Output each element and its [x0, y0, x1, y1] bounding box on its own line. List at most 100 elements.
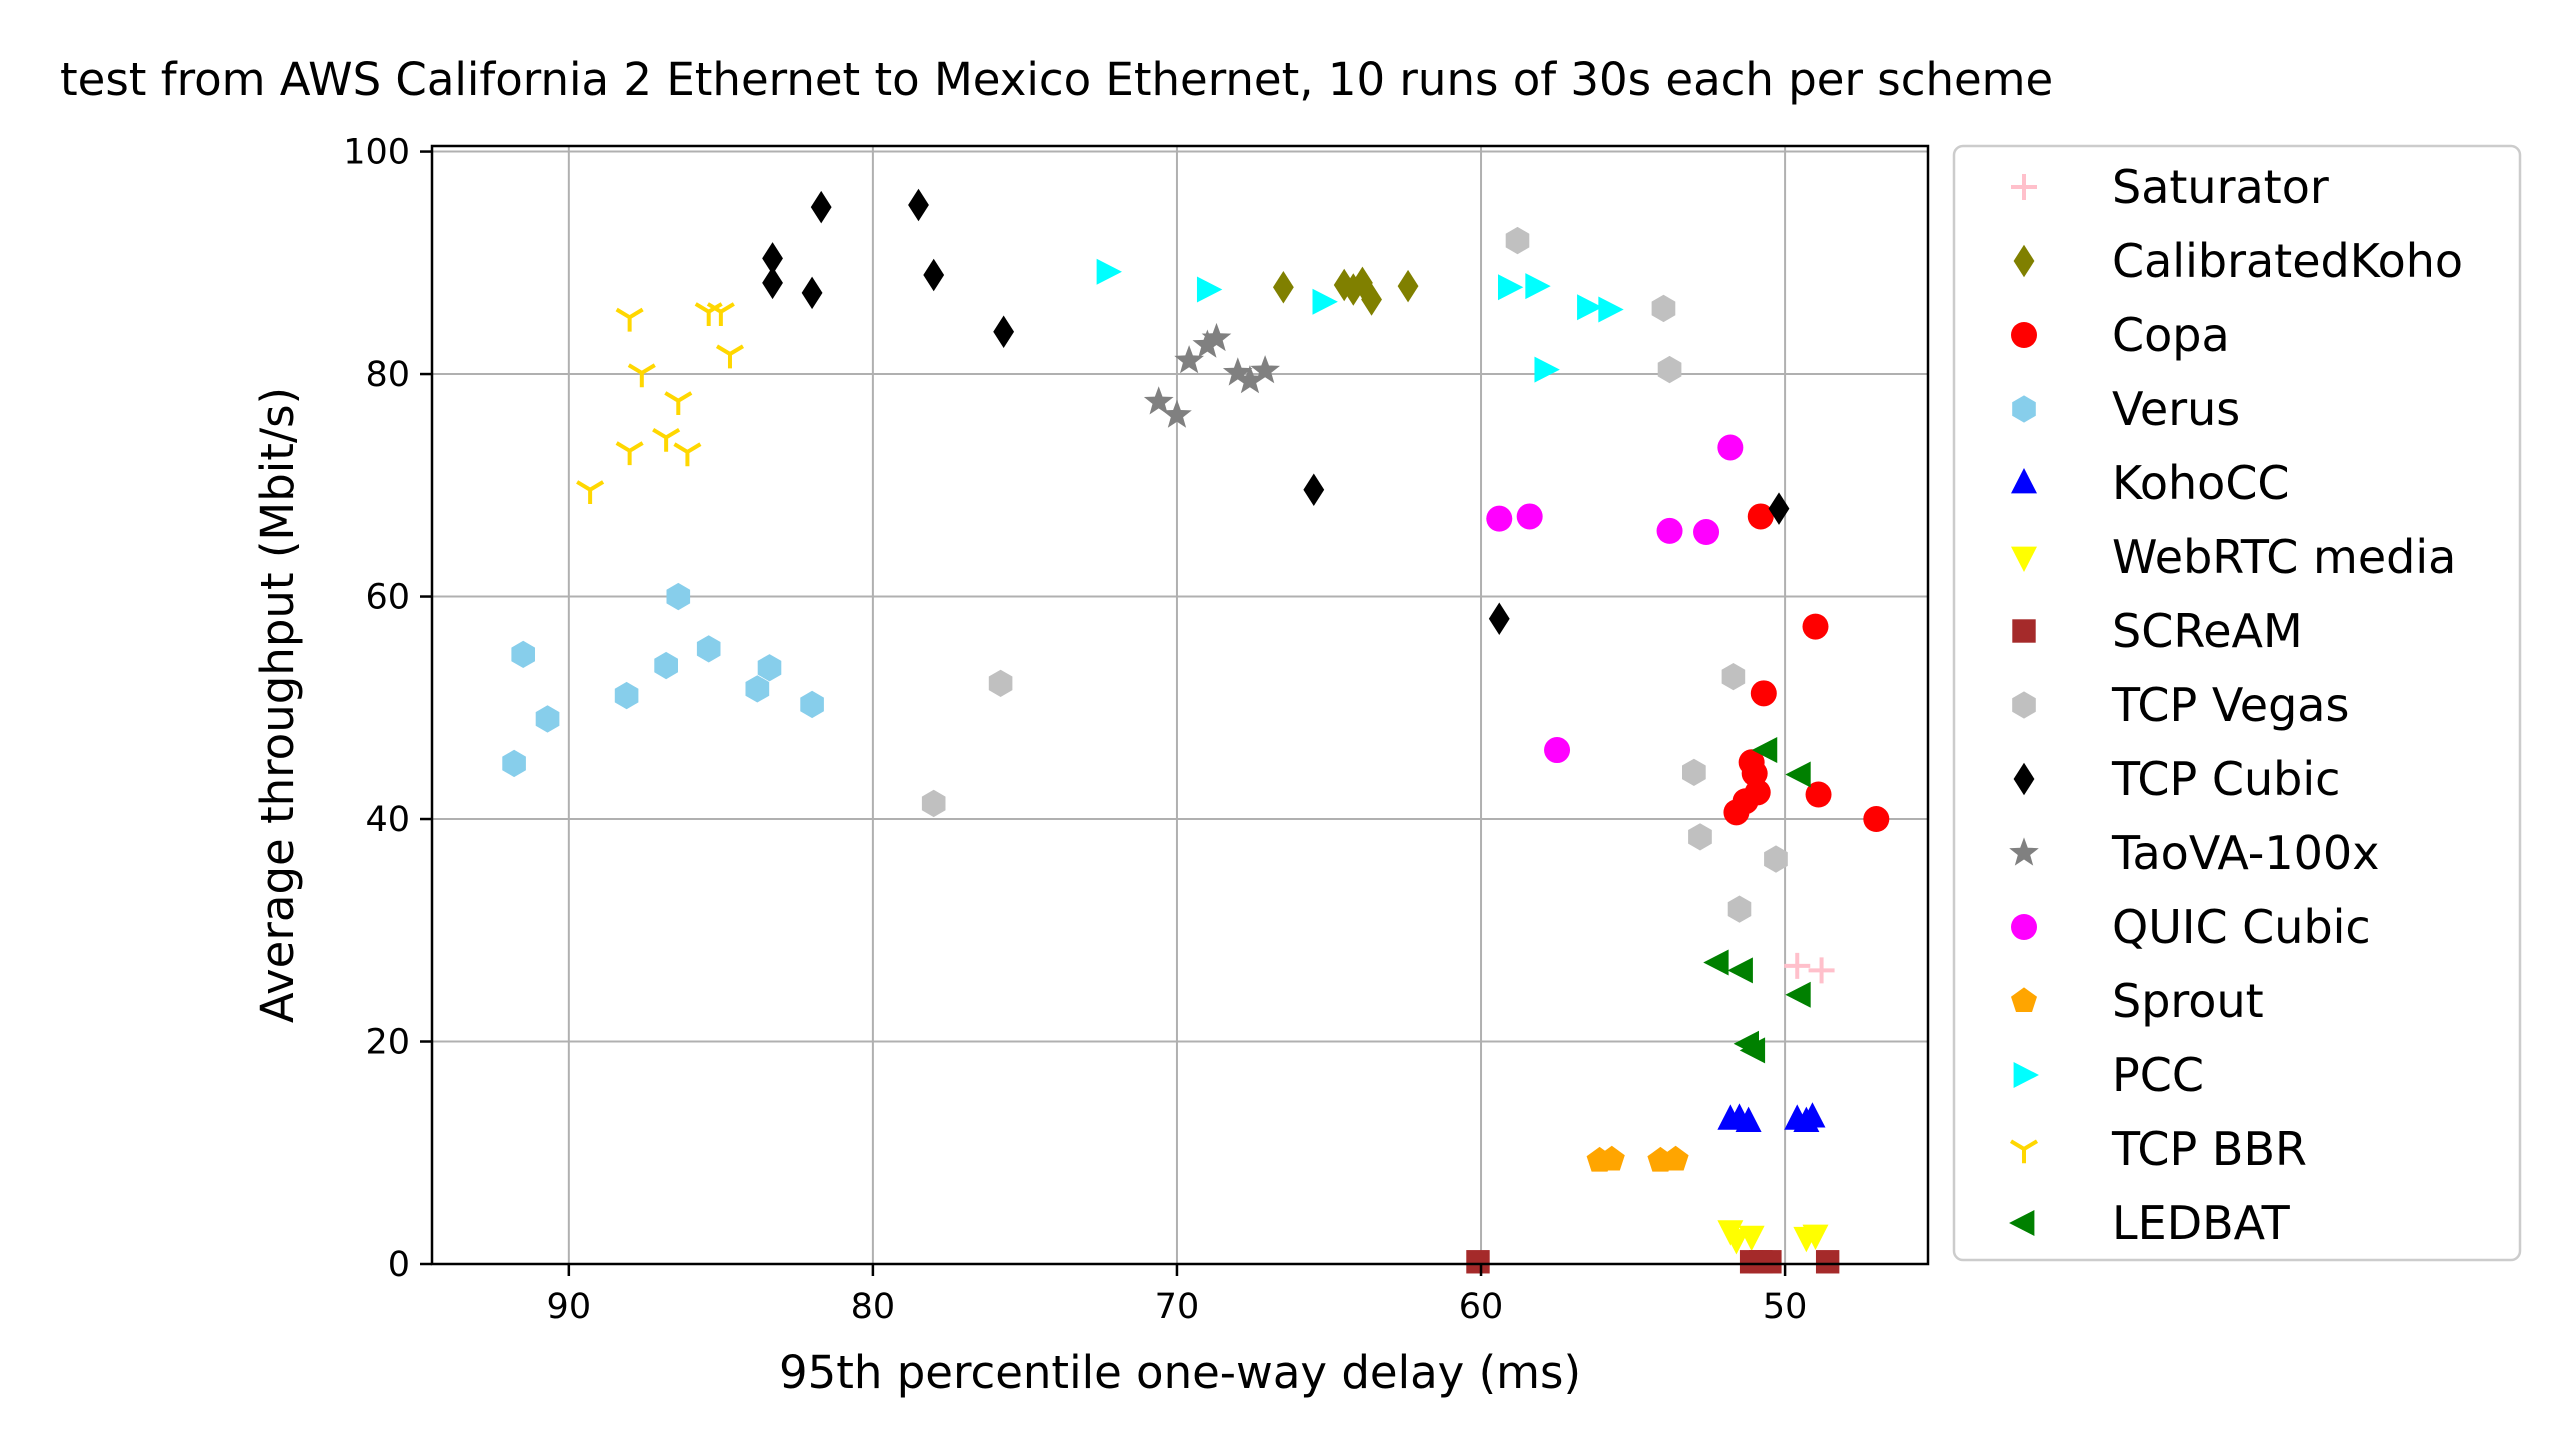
point-quic-cubic — [1693, 519, 1720, 546]
point-tcp-vegas — [1688, 823, 1712, 851]
legend-entry-copa: Copa — [2011, 308, 2230, 362]
point-taova-100x — [1143, 386, 1174, 415]
point-verus — [800, 690, 824, 719]
point-tcp-vegas — [1721, 663, 1746, 691]
y-tick-label: 40 — [365, 800, 410, 840]
series-pcc — [1096, 258, 1624, 383]
point-tcp-cubic — [1488, 602, 1510, 636]
point-pcc — [1598, 296, 1624, 323]
legend-entry-quic-cubic: QUIC Cubic — [2011, 900, 2371, 954]
point-ledbat — [1703, 949, 1729, 976]
point-tcp-vegas — [988, 669, 1013, 697]
y-tick-label: 0 — [388, 1245, 410, 1285]
point-calibratedkoho — [1361, 283, 1382, 316]
legend-label: KohoCC — [2112, 456, 2290, 510]
legend-label: PCC — [2112, 1048, 2204, 1102]
y-tick-label: 20 — [365, 1023, 410, 1063]
point-pcc — [1525, 273, 1551, 300]
point-tcp-vegas — [1764, 845, 1788, 873]
point-tcp-cubic — [1768, 492, 1790, 525]
series-kohocc — [1717, 1102, 1826, 1133]
y-tick-label: 60 — [365, 578, 410, 618]
legend-entry-kohocc: KohoCC — [2011, 456, 2290, 510]
series-tcp-cubic — [762, 188, 1790, 636]
point-pcc — [1497, 274, 1524, 301]
legend-entry-tcp-bbr: TCP BBR — [2009, 1122, 2307, 1176]
point-tcp-bbr — [652, 427, 681, 452]
legend-entry-webrtc-media: WebRTC media — [2011, 530, 2456, 584]
point-taova-100x — [1250, 355, 1280, 384]
legend-marker-copa — [2011, 322, 2037, 348]
x-tick-label: 70 — [1155, 1287, 1200, 1327]
point-ledbat — [1751, 737, 1778, 764]
legend-marker-calibratedkoho — [2013, 244, 2035, 278]
legend-marker-sprout — [2011, 987, 2037, 1012]
legend-entry-calibratedkoho: CalibratedKoho — [2013, 234, 2463, 288]
point-tcp-vegas — [1657, 355, 1682, 384]
point-taova-100x — [1222, 357, 1253, 386]
series-copa — [1723, 503, 1890, 833]
legend-marker-verus — [2012, 395, 2036, 423]
y-tick-label: 80 — [365, 355, 410, 395]
axis-ticks: 90 80 70 60 50 0 20 40 60 80 100 — [343, 133, 1807, 1327]
point-calibratedkoho — [1333, 268, 1355, 302]
series-scream — [1466, 1250, 1840, 1274]
point-copa — [1863, 806, 1890, 833]
point-ledbat — [1785, 761, 1811, 788]
point-pcc — [1312, 288, 1338, 315]
x-axis-label: 95th percentile one-way delay (ms) — [779, 1346, 1581, 1399]
point-saturator — [1784, 952, 1811, 979]
legend-entry-tcp-cubic: TCP Cubic — [2013, 752, 2340, 806]
point-tcp-vegas — [1727, 895, 1752, 923]
legend-entry-pcc: PCC — [2013, 1048, 2204, 1102]
point-verus — [745, 675, 770, 703]
point-quic-cubic — [1516, 503, 1543, 530]
plot-frame — [430, 144, 1930, 1266]
legend-box — [1952, 144, 2522, 1262]
point-ledbat — [1739, 1037, 1766, 1064]
point-tcp-vegas — [1505, 226, 1530, 255]
series-saturator — [1784, 952, 1835, 984]
legend-label: Copa — [2112, 308, 2230, 362]
legend-entry-sprout: Sprout — [2011, 974, 2264, 1028]
legend-entry-tcp-vegas: TCP Vegas — [2012, 678, 2349, 732]
legend-entry-saturator: Saturator — [2011, 160, 2329, 214]
legend-label: Verus — [2112, 382, 2240, 436]
legend-entry-ledbat: LEDBAT — [2009, 1196, 2291, 1250]
point-copa — [1723, 799, 1750, 826]
series-sprout — [1586, 1145, 1689, 1172]
legend-marker-pcc — [2013, 1062, 2039, 1088]
point-tcp-cubic — [1303, 473, 1325, 506]
point-tcp-cubic — [801, 276, 823, 310]
point-copa — [1802, 613, 1829, 640]
legend-label: CalibratedKoho — [2112, 234, 2463, 288]
point-taova-100x — [1235, 365, 1265, 394]
point-copa — [1747, 503, 1774, 530]
point-tcp-cubic — [810, 190, 832, 224]
point-sprout — [1662, 1145, 1689, 1171]
legend-marker-kohocc — [2011, 468, 2037, 494]
point-tcp-cubic — [993, 315, 1015, 349]
legend-label: SCReAM — [2112, 604, 2303, 658]
point-kohocc — [1726, 1103, 1753, 1129]
legend: Saturator CalibratedKoho Copa Verus KohoCC We… — [1952, 144, 2522, 1262]
legend-marker-webrtc-media — [2011, 546, 2037, 572]
point-tcp-bbr — [673, 442, 702, 467]
point-tcp-bbr — [615, 307, 644, 332]
point-verus — [502, 749, 526, 778]
point-taova-100x — [1162, 399, 1192, 428]
point-verus — [666, 582, 691, 611]
legend-label: QUIC Cubic — [2112, 900, 2371, 954]
point-copa — [1805, 781, 1832, 808]
legend-entry-verus: Verus — [2012, 382, 2240, 436]
legend-label: TCP Cubic — [2111, 752, 2340, 806]
legend-label: TCP BBR — [2111, 1122, 2307, 1176]
point-tcp-cubic — [762, 242, 783, 275]
point-tcp-vegas — [1651, 294, 1676, 323]
legend-marker-taova-100x — [2009, 837, 2039, 866]
legend-marker-tcp-cubic — [2013, 762, 2035, 796]
point-verus — [654, 651, 678, 680]
point-tcp-vegas — [921, 789, 946, 818]
point-quic-cubic — [1656, 517, 1683, 544]
